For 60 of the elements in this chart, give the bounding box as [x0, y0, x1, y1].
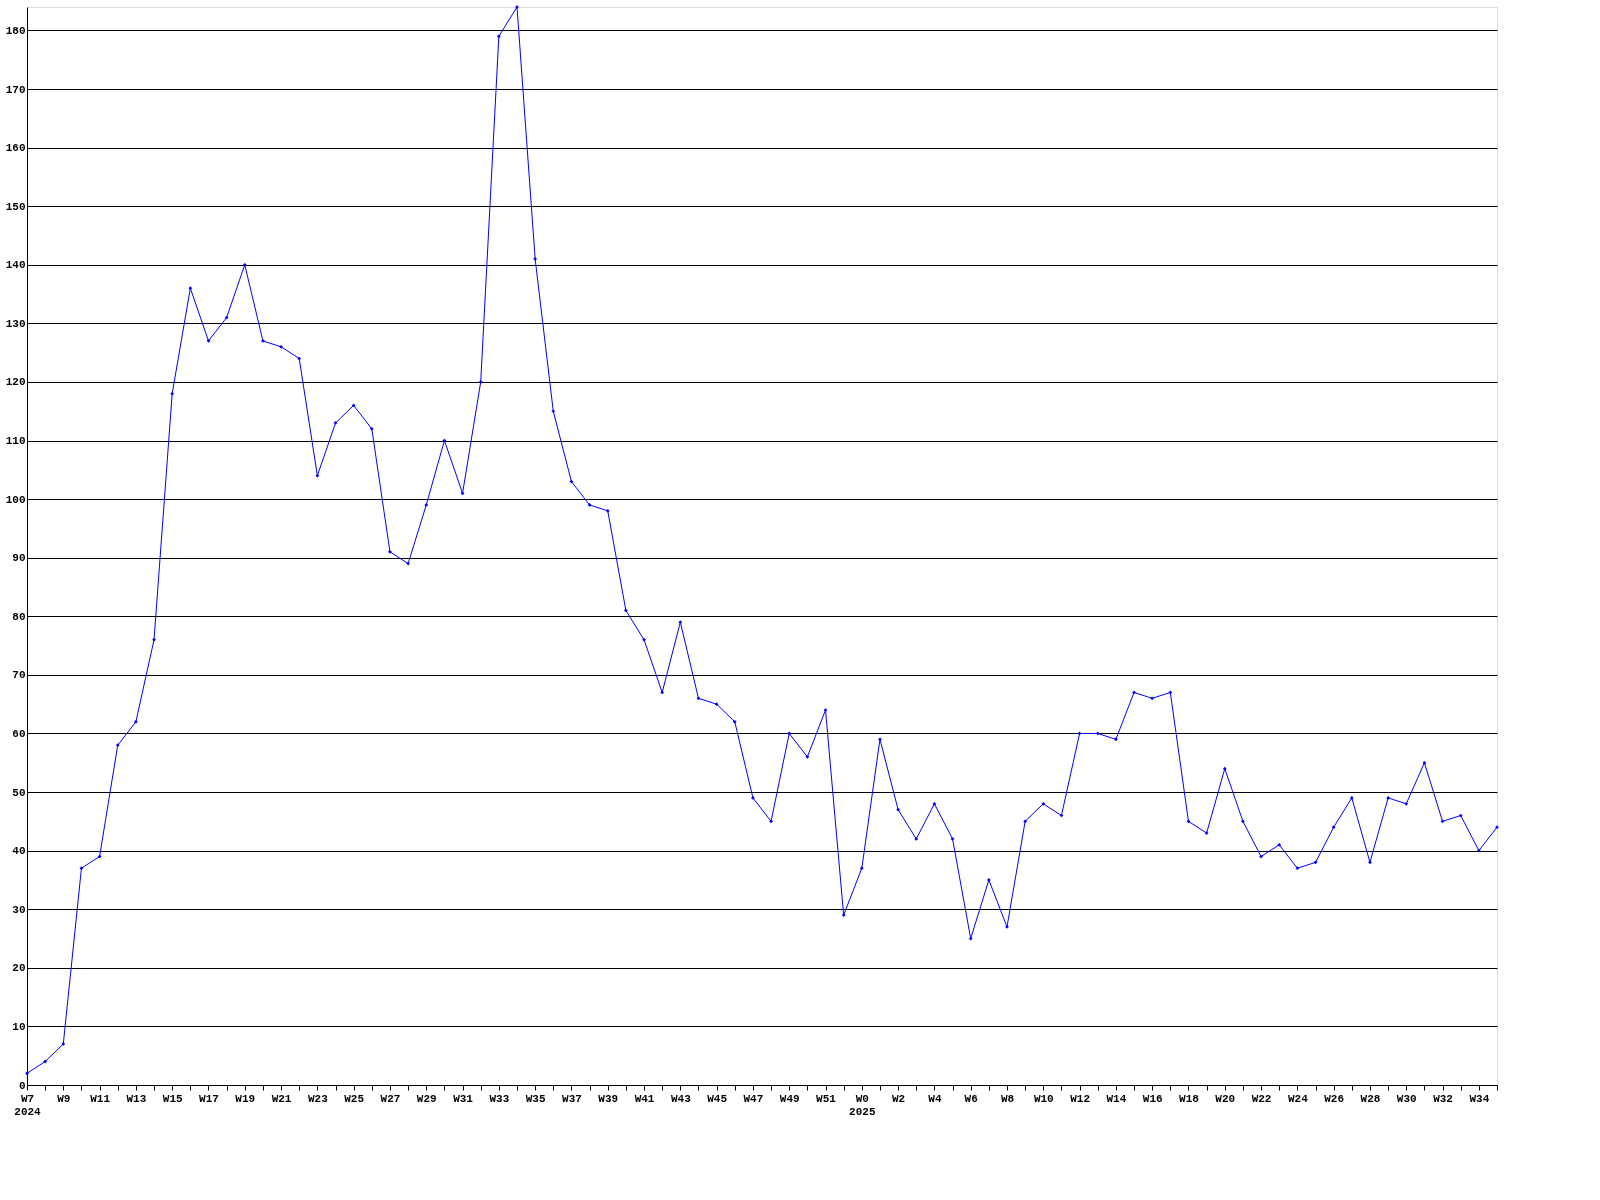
- x-tick-label: W2: [892, 1092, 906, 1105]
- y-tick-label: 180: [5, 24, 26, 37]
- x-tick-label: W21: [271, 1092, 292, 1105]
- x-tick-label: W45: [707, 1092, 728, 1105]
- y-tick-label: 110: [5, 435, 26, 448]
- x-tick-label: W47: [743, 1092, 764, 1105]
- x-tick-label: W27: [380, 1092, 401, 1105]
- x-tick-label: W6: [964, 1092, 978, 1105]
- x-tick-label: W4: [928, 1092, 942, 1105]
- x-tick-label: W18: [1179, 1092, 1200, 1105]
- x-tick-label: W8: [1000, 1092, 1015, 1105]
- x-tick-label: W49: [779, 1092, 800, 1105]
- y-tick-label: 170: [5, 83, 26, 96]
- x-tick-label: W16: [1142, 1092, 1163, 1105]
- y-tick-label: 130: [5, 317, 26, 330]
- x-tick-label: W39: [598, 1092, 619, 1105]
- x-tick-label: W9: [57, 1092, 71, 1105]
- y-tick-label: 20: [12, 962, 26, 975]
- y-tick-label: 150: [5, 200, 26, 213]
- x-tick-label: W41: [634, 1092, 655, 1105]
- y-tick-label: 100: [5, 493, 26, 506]
- y-tick-label: 40: [12, 845, 26, 858]
- y-tick-label: 50: [12, 786, 26, 799]
- y-tick-label: 140: [5, 259, 26, 272]
- x-tick-label: W28: [1360, 1092, 1381, 1105]
- x-tick-label: W17: [199, 1092, 219, 1105]
- x-tick-label: W51: [816, 1092, 837, 1105]
- x-tick-label: W10: [1033, 1092, 1054, 1105]
- y-tick-label: 80: [12, 610, 26, 623]
- x-tick-label: W24: [1287, 1092, 1309, 1105]
- x-tick-label: W37: [562, 1092, 582, 1105]
- x-tick-label: W0 2025: [849, 1092, 876, 1118]
- x-tick-label: W32: [1433, 1092, 1453, 1105]
- x-tick-label: W34: [1469, 1092, 1490, 1105]
- x-tick-label: W13: [126, 1092, 147, 1105]
- x-tick-label: W30: [1396, 1092, 1417, 1105]
- y-tick-label: 60: [12, 727, 26, 740]
- y-tick-label: 30: [12, 903, 26, 916]
- x-tick-label: W22: [1251, 1092, 1272, 1105]
- x-tick-label: W15: [162, 1092, 183, 1105]
- x-tick-label: W11: [90, 1092, 111, 1105]
- y-tick-label: 70: [12, 669, 26, 682]
- y-tick-label: 90: [12, 552, 26, 565]
- x-tick-label: W7 2024: [14, 1092, 42, 1118]
- y-tick-label: 10: [12, 1020, 26, 1033]
- x-tick-label: W43: [670, 1092, 692, 1105]
- x-tick-label: W14: [1106, 1092, 1127, 1105]
- x-tick-label: W25: [344, 1092, 365, 1105]
- x-tick-label: W23: [307, 1092, 329, 1105]
- x-tick-label: W12: [1070, 1092, 1090, 1105]
- y-tick-label: 120: [5, 376, 26, 389]
- x-tick-label: W19: [235, 1092, 256, 1105]
- x-tick-label: W33: [489, 1092, 510, 1105]
- y-tick-label: 0: [18, 1079, 26, 1092]
- x-tick-label: W31: [453, 1092, 474, 1105]
- x-tick-label: W29: [416, 1092, 437, 1105]
- x-tick-label: W20: [1215, 1092, 1236, 1105]
- x-tick-label: W35: [525, 1092, 546, 1105]
- y-tick-label: 160: [5, 142, 26, 155]
- x-tick-label: W26: [1324, 1092, 1345, 1105]
